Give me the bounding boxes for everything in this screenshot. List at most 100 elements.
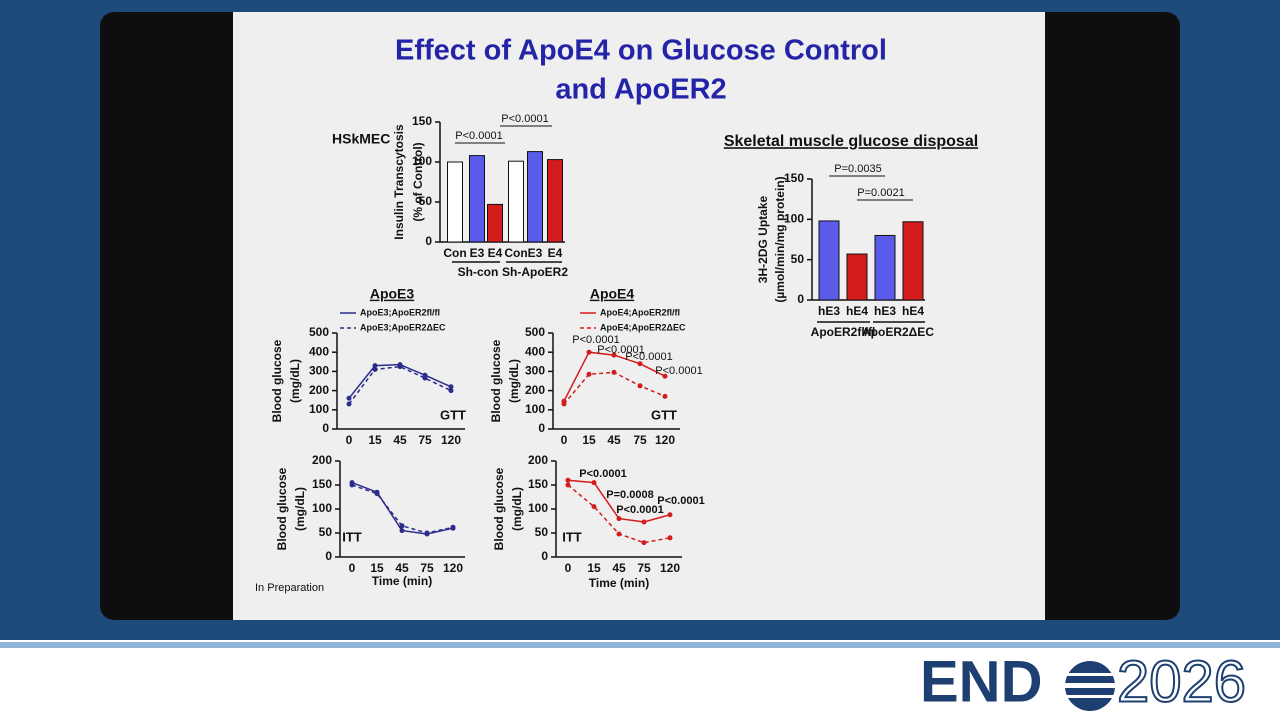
- point: [611, 352, 617, 358]
- footnote: In Preparation: [255, 582, 324, 594]
- x-tick-label: 0: [349, 561, 356, 575]
- point: [448, 384, 454, 390]
- y-tick-label: 200: [309, 383, 329, 397]
- y-tick-label: 100: [525, 402, 545, 416]
- y-tick-label: 200: [525, 383, 545, 397]
- bar: [902, 221, 924, 301]
- y-axis-label: (mg/dL): [288, 359, 302, 403]
- y-axis-label: (µmol/min/mg protein): [773, 176, 787, 302]
- slide: [233, 12, 1045, 620]
- y-tick-label: 100: [412, 154, 432, 168]
- y-tick-label: 100: [312, 501, 332, 515]
- bar: [469, 155, 485, 243]
- y-tick-label: 0: [797, 292, 804, 306]
- chart-title: ApoE4: [590, 286, 635, 302]
- y-axis-label: Blood glucose: [489, 339, 503, 422]
- y-axis-label: Insulin Transcytosis: [392, 124, 406, 240]
- x-tick-label: E3: [470, 246, 485, 260]
- x-tick-label: 120: [655, 433, 675, 447]
- point: [349, 482, 355, 488]
- y-tick-label: 0: [425, 234, 432, 248]
- y-tick-label: 0: [322, 421, 329, 435]
- chart: 0 50 100 150 200 Blood glucose (mg/dL) 0 15 45 75 1…: [492, 453, 705, 590]
- p-value: P<0.0001: [597, 344, 644, 356]
- y-tick-label: 150: [312, 477, 332, 491]
- point: [565, 477, 571, 483]
- x-tick-label: hE3: [874, 304, 896, 318]
- point: [399, 523, 405, 529]
- point: [667, 535, 673, 541]
- logo-year: 2026: [1117, 649, 1246, 714]
- legend-label: ApoE3;ApoER2ΔEC: [360, 322, 446, 332]
- point: [586, 349, 592, 355]
- x-tick-label: hE4: [902, 304, 924, 318]
- p-value: P<0.0001: [655, 365, 702, 377]
- x-tick-label: 15: [370, 561, 384, 575]
- p-value: P<0.0001: [625, 351, 672, 363]
- y-tick-label: 200: [528, 453, 548, 467]
- point: [424, 530, 430, 536]
- point: [561, 401, 567, 407]
- x-tick-label: 15: [368, 433, 382, 447]
- point: [399, 528, 405, 534]
- p-value: P<0.0001: [579, 468, 626, 480]
- x-tick-label: 45: [612, 561, 626, 575]
- chart: 0 50 100 150 200 Blood glucose (mg/dL) 0 15 45 75 1…: [275, 453, 465, 588]
- footer-stripe: [0, 642, 1280, 648]
- x-tick-label: E4: [548, 246, 563, 260]
- y-axis-label: Blood glucose: [275, 467, 289, 550]
- point: [346, 395, 352, 401]
- x-tick-label: 45: [393, 433, 407, 447]
- panel-tag: GTT: [440, 407, 466, 422]
- series-line: [351, 484, 454, 534]
- x-tick-label: Con: [443, 246, 466, 260]
- x-tick-label: 0: [346, 433, 353, 447]
- point: [422, 375, 428, 381]
- x-tick-label: 120: [441, 433, 461, 447]
- x-tick-label: 75: [633, 433, 647, 447]
- x-tick-label: 0: [565, 561, 572, 575]
- group-label: Sh-con: [458, 265, 499, 279]
- legend-label: ApoE4;ApoER2ΔEC: [600, 322, 686, 332]
- point: [662, 373, 668, 379]
- panel-tag: ITT: [562, 529, 582, 544]
- slide-title: Effect of ApoE4 on Glucose Control: [395, 35, 887, 67]
- chart-title: HSkMEC: [332, 131, 390, 147]
- chart-title: Skeletal muscle glucose disposal: [724, 133, 978, 150]
- group-label: ApoER2fl/fl: [811, 325, 876, 339]
- y-tick-label: 0: [538, 421, 545, 435]
- p-value: P<0.0001: [455, 130, 502, 142]
- chart: 0 50 100 150 3H-2DG Uptake (µmol/min/mg prote…: [724, 133, 978, 339]
- y-axis-label: (mg/dL): [510, 487, 524, 531]
- point: [591, 504, 597, 510]
- panel-tag: ITT: [342, 529, 362, 544]
- y-tick-label: 0: [325, 549, 332, 563]
- chart: 0 100 200 300 400 500 Blood glucose (mg/dL) ApoE…: [489, 286, 703, 447]
- y-tick-label: 50: [419, 194, 433, 208]
- x-tick-label: 120: [443, 561, 463, 575]
- chart: 0 50 100 150 Insulin Transcytosis (% of Contr…: [332, 113, 568, 279]
- x-axis-label: Time (min): [589, 576, 649, 590]
- p-value: P=0.0035: [834, 163, 881, 175]
- y-axis-label: (mg/dL): [293, 487, 307, 531]
- bar: [447, 161, 463, 243]
- series-line: [348, 365, 452, 405]
- y-axis-label: (mg/dL): [507, 359, 521, 403]
- x-tick-label: 15: [582, 433, 596, 447]
- legend-label: ApoE4;ApoER2fl/fl: [600, 307, 680, 317]
- y-tick-label: 200: [312, 453, 332, 467]
- point: [591, 480, 597, 486]
- y-tick-label: 100: [309, 402, 329, 416]
- y-tick-label: 300: [525, 364, 545, 378]
- logo-text: END: [920, 649, 1042, 714]
- x-tick-label: 120: [660, 561, 680, 575]
- point: [641, 519, 647, 525]
- point: [450, 524, 456, 530]
- p-value: P=0.0021: [857, 187, 904, 199]
- group-label: ApoER2ΔEC: [862, 325, 934, 339]
- x-tick-label: hE3: [818, 304, 840, 318]
- point: [372, 363, 378, 369]
- y-tick-label: 500: [309, 325, 329, 339]
- y-tick-label: 150: [784, 171, 804, 185]
